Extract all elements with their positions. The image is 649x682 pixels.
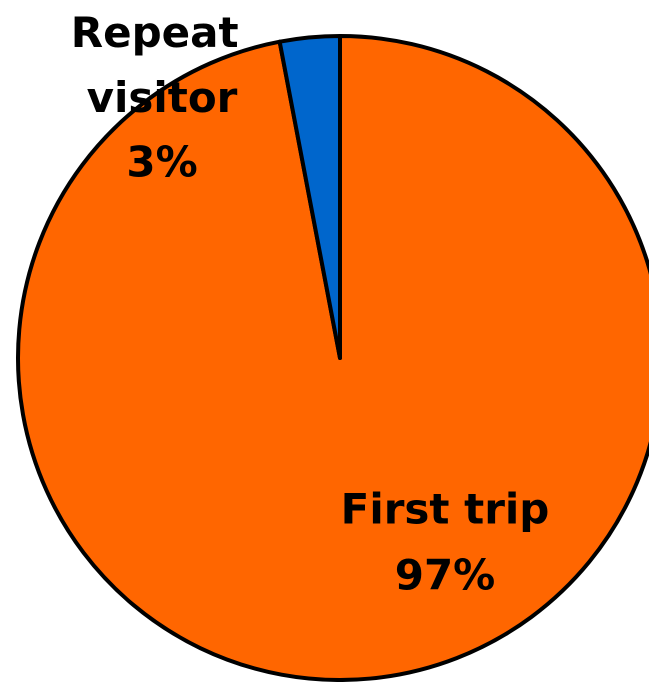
slice-label-line: visitor — [87, 73, 238, 122]
pie-slice — [277, 34, 342, 360]
pie-slice — [16, 34, 649, 682]
slice-label: First trip — [341, 485, 550, 534]
value-label: 97% — [395, 551, 496, 600]
slice-label: Repeat visitor — [71, 8, 253, 122]
value-label: 3% — [126, 138, 197, 187]
slice-label-line: Repeat — [71, 8, 253, 57]
